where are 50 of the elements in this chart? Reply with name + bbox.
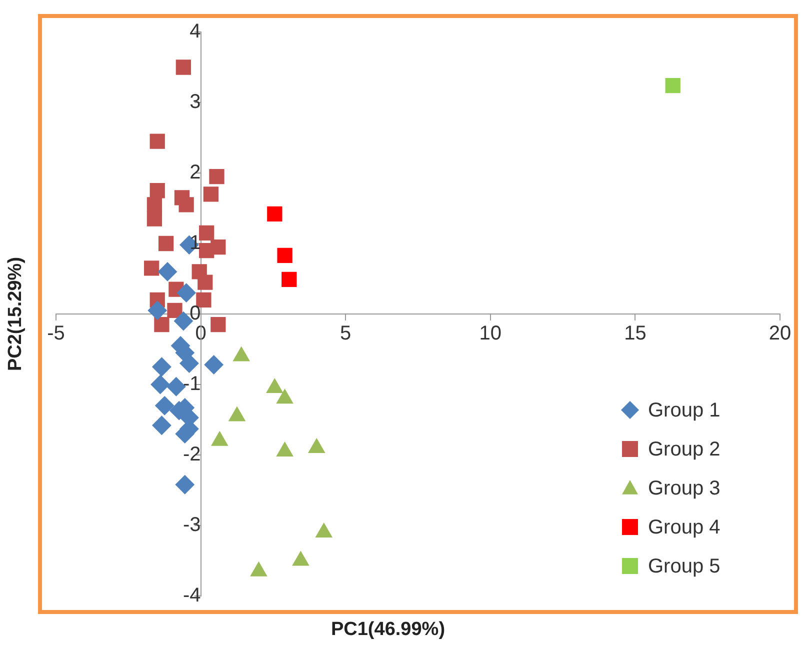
legend-label: Group 4 — [648, 516, 720, 539]
y-tick-label: 0 — [190, 302, 201, 325]
x-tick-label: 5 — [340, 322, 352, 345]
point — [209, 168, 224, 184]
legend-label: Group 2 — [648, 438, 720, 461]
point — [176, 283, 196, 302]
point — [158, 236, 174, 252]
legend-label: Group 5 — [648, 556, 720, 578]
point — [146, 197, 162, 212]
point — [150, 134, 165, 149]
point — [152, 416, 172, 435]
point — [146, 211, 162, 226]
point — [267, 206, 282, 222]
point — [152, 357, 172, 376]
point — [282, 272, 297, 288]
point — [210, 317, 226, 332]
y-tick-label: 2 — [190, 162, 201, 184]
point — [198, 274, 213, 290]
point — [665, 78, 680, 94]
point — [148, 300, 167, 320]
legend-label: Group 1 — [648, 400, 720, 422]
point — [178, 197, 194, 212]
point — [158, 262, 177, 282]
point — [204, 355, 224, 374]
x-axis-title: PC1(46.99%) — [330, 619, 446, 640]
point — [175, 475, 194, 494]
point — [203, 186, 219, 202]
point — [277, 248, 292, 264]
point — [144, 260, 160, 276]
y-tick-label: 3 — [190, 91, 201, 114]
x-tick-label: 15 — [624, 322, 646, 345]
point — [150, 375, 170, 394]
legend-label: Group 3 — [648, 478, 720, 500]
point — [196, 292, 212, 308]
y-tick-label: -4 — [183, 584, 201, 607]
point — [167, 302, 182, 318]
point — [154, 317, 170, 332]
point — [199, 225, 214, 240]
point — [199, 242, 214, 258]
y-tick-label: -3 — [183, 514, 201, 536]
x-tick-label: 20 — [768, 322, 792, 345]
y-tick-label: 4 — [190, 20, 201, 43]
y-tick-label: -2 — [183, 444, 201, 466]
x-tick-label: -5 — [47, 322, 65, 345]
x-tick-label: 10 — [479, 322, 502, 345]
point — [176, 60, 191, 75]
y-axis-title: PC2(15.29%) — [5, 256, 26, 372]
point — [155, 396, 174, 416]
y-tick-label: -1 — [183, 373, 201, 396]
point — [150, 183, 165, 198]
